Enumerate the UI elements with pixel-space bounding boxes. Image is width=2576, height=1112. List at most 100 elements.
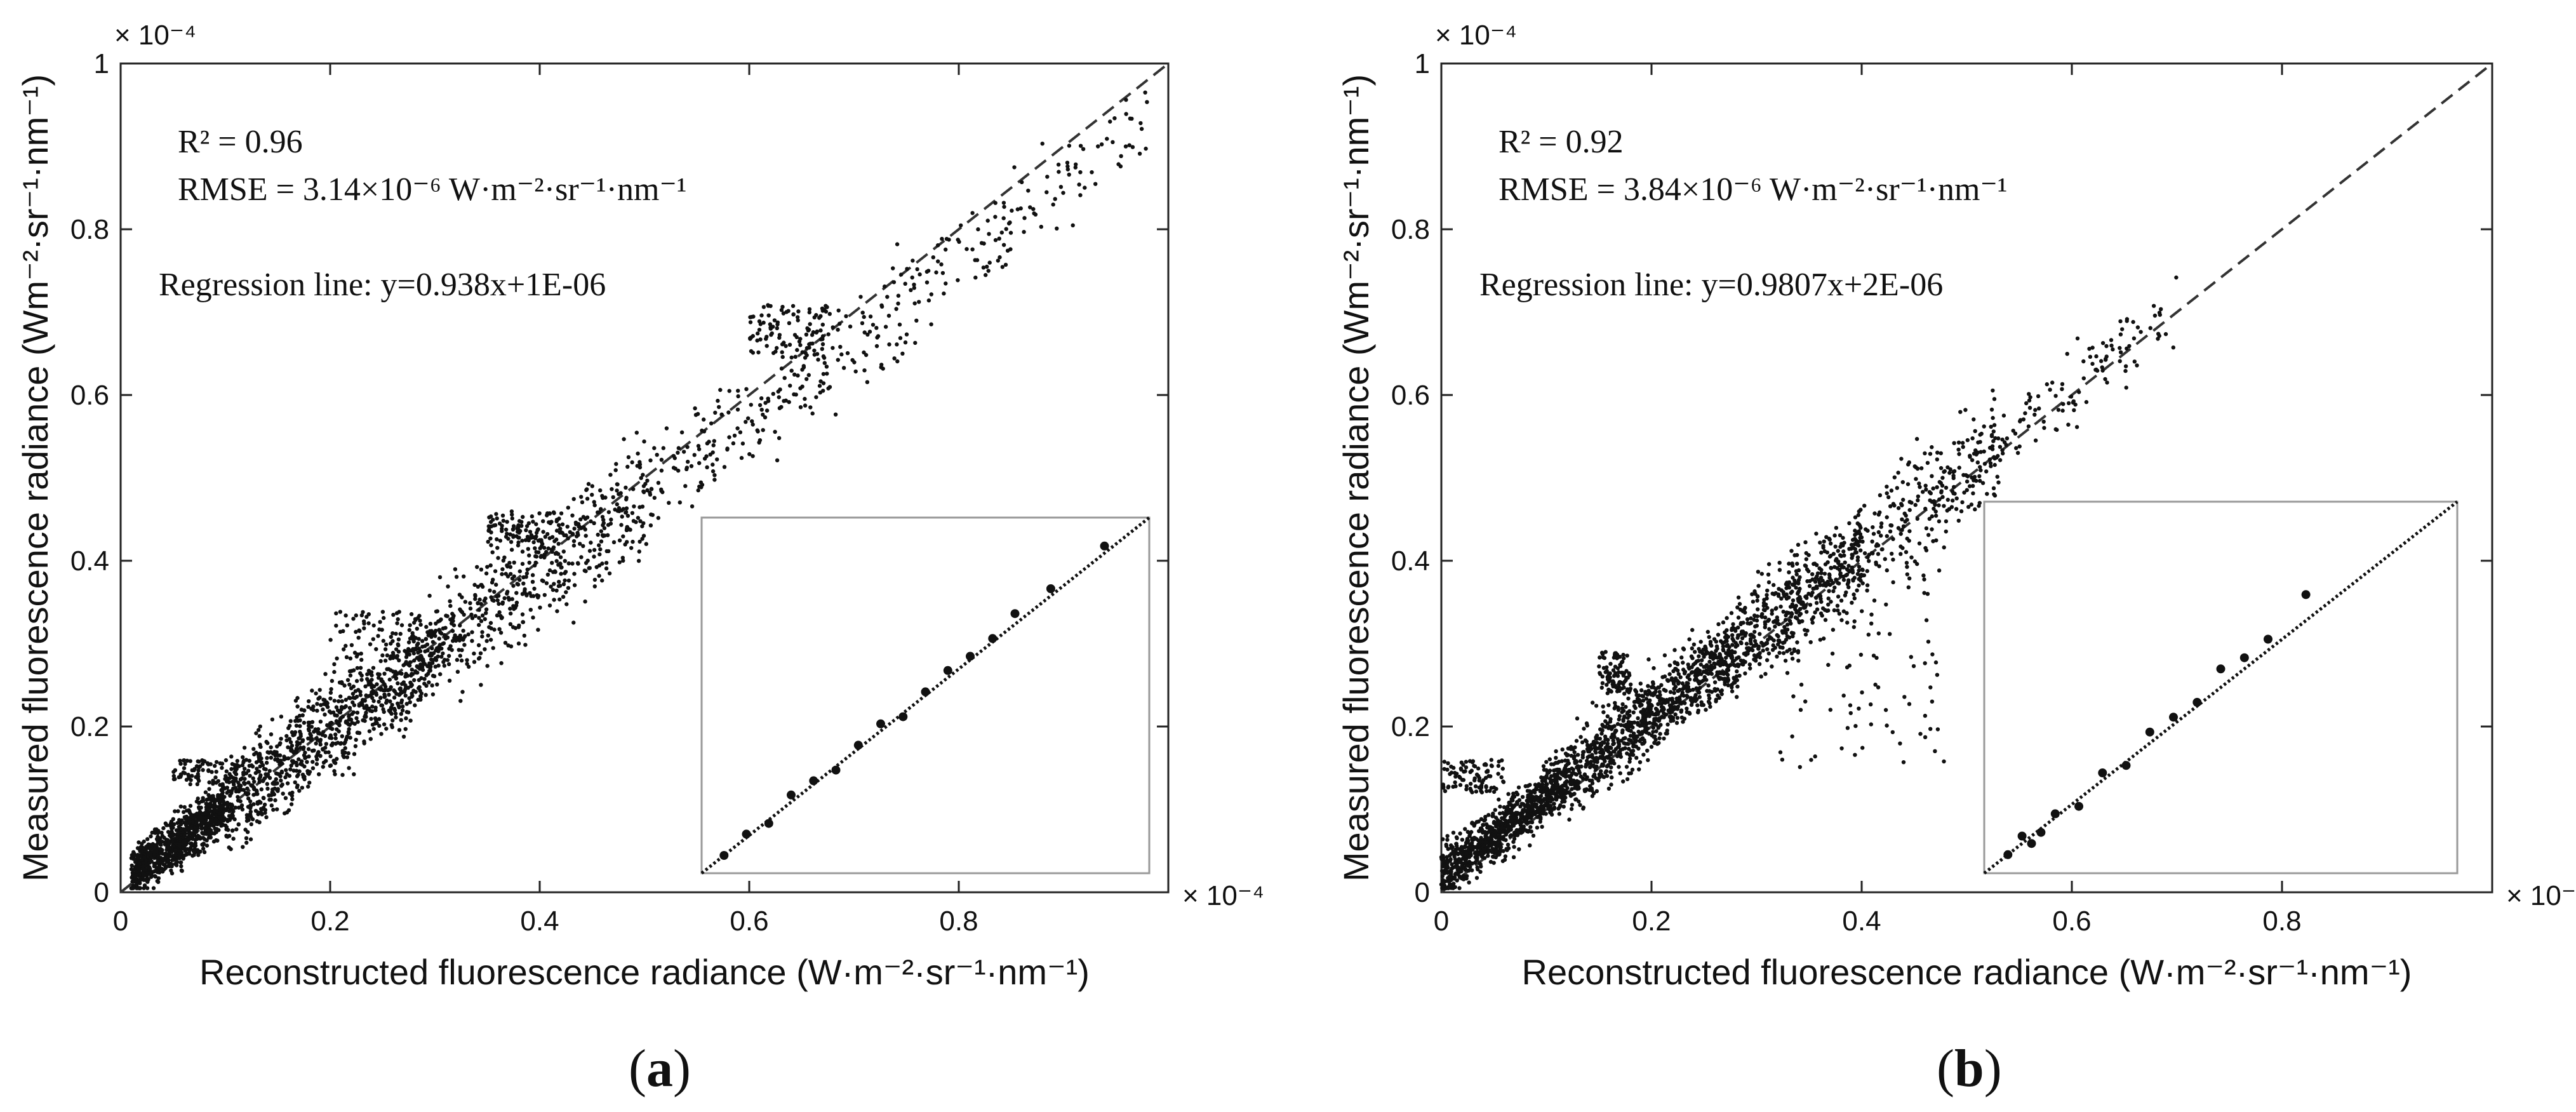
scatter-point: [900, 351, 905, 356]
scatter-point: [191, 848, 196, 852]
scatter-point: [260, 812, 264, 817]
scatter-point: [224, 758, 229, 763]
scatter-point: [495, 594, 499, 599]
scatter-point: [416, 697, 420, 702]
scatter-point: [328, 638, 333, 642]
scatter-point: [911, 258, 915, 263]
scatter-point: [334, 624, 338, 628]
scatter-point: [818, 328, 823, 333]
scatter-point: [401, 734, 406, 739]
scatter-point: [416, 641, 420, 646]
scatter-point: [354, 737, 358, 742]
scatter-point: [483, 647, 487, 652]
scatter-point: [1587, 778, 1592, 783]
scatter-point: [239, 803, 244, 808]
scatter-point: [214, 760, 219, 765]
scatter-point: [1605, 744, 1610, 748]
scatter-point: [1693, 650, 1697, 654]
x-tick-label: 0.2: [1632, 906, 1671, 937]
scatter-point: [401, 680, 406, 685]
scatter-point: [450, 612, 455, 616]
scatter-point: [560, 522, 565, 526]
scatter-point: [1831, 589, 1836, 594]
scatter-point: [258, 744, 263, 749]
scatter-point: [1112, 116, 1117, 121]
scatter-point: [334, 705, 339, 709]
scatter-point: [929, 322, 933, 326]
scatter-point: [1730, 636, 1735, 641]
scatter-point: [1698, 662, 1703, 667]
scatter-point: [557, 580, 561, 584]
scatter-point: [204, 843, 210, 848]
scatter-point: [1554, 749, 1558, 754]
scatter-point: [789, 355, 794, 360]
scatter-point: [538, 605, 542, 610]
scatter-point: [458, 623, 462, 628]
scatter-point: [917, 300, 921, 304]
scatter-point: [559, 565, 564, 570]
scatter-point: [1730, 683, 1734, 687]
scatter-point: [1514, 815, 1519, 821]
scatter-point: [359, 678, 364, 682]
scatter-point: [1512, 833, 1518, 838]
scatter-point: [425, 664, 430, 669]
scatter-point: [333, 732, 338, 737]
scatter-point: [637, 549, 641, 554]
scatter-point: [1528, 825, 1533, 829]
scatter-point: [334, 719, 339, 723]
scatter-point: [314, 754, 319, 759]
scatter-point: [135, 885, 139, 890]
scatter-point: [177, 842, 182, 847]
y-tick-label: 0.6: [1391, 380, 1430, 411]
scatter-point: [227, 809, 232, 814]
scatter-point: [1568, 776, 1573, 781]
scatter-point: [522, 633, 526, 638]
scatter-point: [1652, 685, 1656, 690]
scatter-point: [1020, 180, 1024, 185]
scatter-point: [531, 540, 536, 544]
scatter-point: [508, 622, 513, 626]
scatter-point: [975, 258, 980, 262]
scatter-point: [417, 685, 422, 690]
scatter-point: [1653, 734, 1657, 739]
scatter-point: [1008, 231, 1013, 235]
scatter-point: [715, 457, 719, 462]
scatter-point: [532, 586, 537, 591]
scatter-point: [815, 352, 820, 356]
scatter-point: [1789, 549, 1794, 553]
scatter-point: [460, 610, 465, 615]
scatter-point: [1680, 681, 1685, 686]
scatter-point: [1528, 820, 1533, 824]
scatter-point: [390, 725, 394, 730]
scatter-point: [387, 667, 391, 671]
scatter-point: [368, 681, 373, 686]
scatter-point: [175, 835, 180, 840]
scatter-point: [1685, 694, 1690, 699]
scatter-point: [338, 710, 343, 715]
scatter-point: [210, 831, 215, 835]
scatter-point: [321, 707, 325, 712]
x-tick-label: 0.4: [520, 906, 559, 937]
scatter-point: [1622, 723, 1626, 728]
scatter-point: [1575, 716, 1580, 721]
scatter-point: [1654, 711, 1658, 716]
scatter-point: [1603, 725, 1608, 729]
scatter-point: [412, 658, 417, 663]
scatter-point: [359, 613, 364, 617]
scatter-point: [491, 598, 496, 603]
scatter-point: [441, 641, 446, 646]
scatter-point: [473, 597, 477, 601]
scatter-point: [1591, 763, 1596, 768]
scatter-point: [406, 710, 411, 714]
scatter-point: [270, 790, 274, 795]
scatter-point: [820, 323, 825, 327]
scatter-point: [534, 530, 539, 535]
scatter-point: [871, 323, 876, 327]
scatter-point: [692, 453, 697, 457]
scatter-point: [1547, 757, 1552, 761]
scatter-point: [1139, 126, 1144, 131]
scatter-point: [1673, 667, 1678, 671]
scatter-point: [1081, 147, 1086, 151]
scatter-point: [487, 625, 491, 629]
scatter-point: [1726, 653, 1730, 657]
